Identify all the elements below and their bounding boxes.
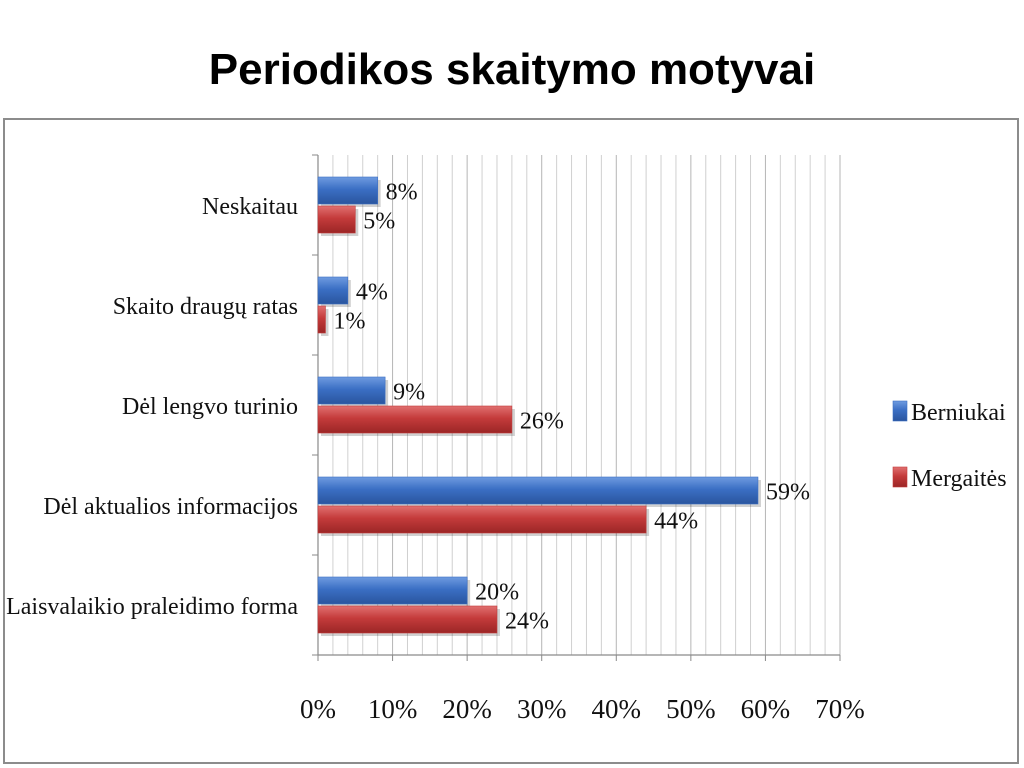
bar-mergaites (317, 305, 326, 334)
bar-berniukai (317, 476, 759, 505)
x-tick-label: 0% (300, 694, 336, 724)
bar-mergaites (317, 605, 498, 634)
data-label: 1% (333, 309, 365, 335)
legend-swatch (892, 400, 908, 422)
data-label: 5% (363, 209, 395, 235)
x-tick-label: 70% (815, 694, 865, 724)
bar-berniukai (317, 176, 378, 205)
legend-label: Mergaitės (911, 466, 1007, 492)
x-tick-label: 60% (741, 694, 791, 724)
data-label: 59% (766, 480, 810, 506)
data-label: 8% (386, 180, 418, 206)
category-label: Neskaitau (202, 194, 298, 220)
data-label: 44% (654, 509, 698, 535)
category-label: Dėl lengvo turinio (122, 394, 298, 420)
bar-berniukai (317, 376, 386, 405)
x-tick-label: 30% (517, 694, 567, 724)
bars (317, 176, 761, 636)
data-label: 9% (393, 380, 425, 406)
category-label: Skaito draugų ratas (113, 294, 298, 320)
category-label: Dėl aktualios informacijos (43, 494, 298, 520)
category-label: Laisvalaikio praleidimo forma (6, 594, 298, 620)
legend: Berniukai Mergaitės (892, 400, 1007, 492)
x-tick-label: 10% (368, 694, 418, 724)
bar-mergaites (317, 405, 513, 434)
data-label: 24% (505, 609, 549, 635)
bar-mergaites (317, 205, 356, 234)
bar-berniukai (317, 276, 349, 305)
data-label: 20% (475, 580, 519, 606)
bar-berniukai (317, 576, 468, 605)
x-tick-label: 20% (442, 694, 492, 724)
grid-lines (332, 155, 841, 655)
data-label: 4% (356, 280, 388, 306)
legend-swatch (892, 466, 908, 488)
x-tick-label: 40% (592, 694, 642, 724)
data-label: 26% (520, 409, 564, 435)
x-tick-label: 50% (666, 694, 716, 724)
page-title: Periodikos skaitymo motyvai (208, 45, 816, 94)
axes (312, 154, 841, 661)
chart-frame (3, 118, 1019, 764)
legend-label: Berniukai (911, 400, 1006, 426)
bar-mergaites (317, 505, 647, 534)
labels: 0% 10% 20% 30% 40% 50% 60% 70% Neskaitau 8% 5% Skai… (6, 180, 865, 725)
